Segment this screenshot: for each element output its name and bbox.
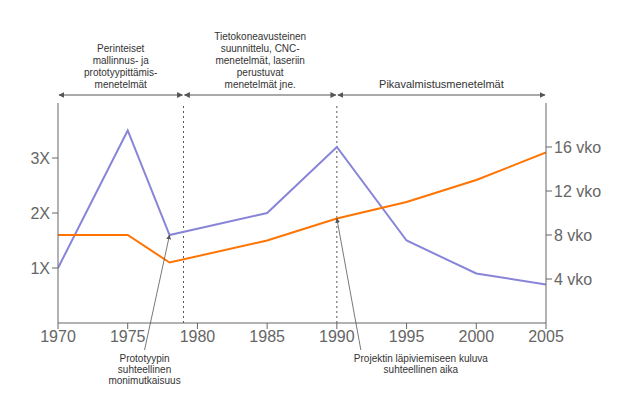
svg-text:1970: 1970 [40,328,76,345]
svg-text:4 vko: 4 vko [554,271,592,288]
svg-text:Perinteisetmallinnus- japrotot: Perinteisetmallinnus- japrototyypittämis… [84,43,157,90]
svg-text:Tietokoneavusteinensuunnittelu: Tietokoneavusteinensuunnittelu, CNC-mene… [214,31,306,90]
svg-text:16 vko: 16 vko [554,139,601,156]
svg-text:2X: 2X [30,205,50,222]
svg-text:2005: 2005 [528,328,564,345]
svg-text:8 vko: 8 vko [554,227,592,244]
svg-text:1990: 1990 [319,328,355,345]
svg-text:2000: 2000 [458,328,494,345]
svg-text:Projektin läpiviemiseen kuluva: Projektin läpiviemiseen kuluvasuhteellin… [354,353,488,375]
svg-text:1975: 1975 [110,328,146,345]
svg-text:Prototyypinsuhteellinenmonimut: Prototyypinsuhteellinenmonimutkaisuus [108,353,180,386]
svg-text:1985: 1985 [249,328,285,345]
svg-text:1995: 1995 [389,328,425,345]
svg-text:12 vko: 12 vko [554,183,601,200]
svg-text:Pikavalmistusmenetelmät: Pikavalmistusmenetelmät [379,78,504,90]
svg-text:1X: 1X [30,260,50,277]
svg-text:1980: 1980 [180,328,216,345]
svg-text:3X: 3X [30,150,50,167]
